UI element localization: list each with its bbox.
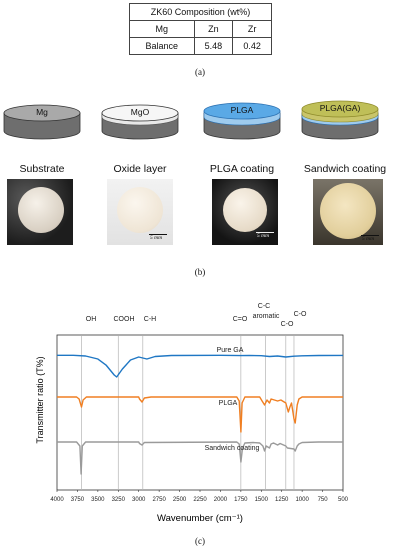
series-label: PLGA <box>219 400 238 407</box>
x-tick-label: 2250 <box>193 497 207 503</box>
reference-lines <box>81 336 295 490</box>
series-line-2 <box>57 441 343 475</box>
disk-label-plga: PLGA <box>230 105 254 115</box>
x-tick-label: 750 <box>318 497 329 503</box>
chart-axes <box>56 334 344 491</box>
series-line-0 <box>57 354 344 378</box>
x-tick-label: 3000 <box>132 497 146 503</box>
plga-disk <box>203 102 281 140</box>
mgo-disk <box>101 104 179 140</box>
peak-label: OH <box>86 316 97 323</box>
scale-label: 5 mm <box>257 233 270 239</box>
x-tick-label: 3750 <box>71 497 85 503</box>
series-label: Sandwich coating <box>205 445 260 452</box>
x-tick-label: 1000 <box>295 497 309 503</box>
x-tick-label: 2500 <box>173 497 187 503</box>
photo-title-sandwich: Sandwich coating <box>303 163 387 175</box>
x-tick-label: 3500 <box>91 497 105 503</box>
spectra <box>57 354 344 475</box>
disk-label-plga-ga: PLGA(GA) <box>319 103 361 113</box>
composition-table: ZK60 Composition (wt%) Mg Zn Zr Balance … <box>129 3 272 55</box>
mg-disk <box>3 104 81 140</box>
panel-b-label: (b) <box>194 267 206 277</box>
x-tick-label: 2000 <box>214 497 228 503</box>
peak-label: C-H <box>144 316 156 323</box>
disk-label-mgo: MgO <box>130 107 150 117</box>
series-line-1 <box>57 396 343 433</box>
peak-label: aromatic <box>253 313 280 320</box>
photo-title-substrate: Substrate <box>19 163 65 175</box>
substrate-photo <box>7 179 73 245</box>
x-tick-label: 1750 <box>234 497 248 503</box>
photo-title-oxide: Oxide layer <box>113 163 167 175</box>
x-tick-label: 1250 <box>275 497 289 503</box>
peak-label: C=O <box>233 316 248 323</box>
table-row: Balance 5.48 0.42 <box>129 37 272 55</box>
x-tick-label: 3250 <box>112 497 126 503</box>
photo-title-plga: PLGA coating <box>209 163 275 175</box>
table-cell: 5.48 <box>193 37 234 55</box>
peak-label: C-C <box>258 303 270 310</box>
panel-a-label: (a) <box>195 67 205 77</box>
panel-c-label: (c) <box>195 536 205 546</box>
x-tick-label: 4000 <box>50 497 64 503</box>
plot-frame <box>56 334 344 491</box>
scale-label: 5 mm <box>362 236 375 242</box>
peak-label: C-O <box>281 321 294 328</box>
x-tick-label: 1500 <box>255 497 269 503</box>
x-tick-label: 2750 <box>152 497 166 503</box>
oxide-photo: 5 mm <box>107 179 173 245</box>
y-axis-label: Transmitter ratio (T%) <box>35 356 45 443</box>
scale-label: 5 mm <box>150 235 163 241</box>
series-label: Pure GA <box>217 347 244 354</box>
peak-label: C-O <box>294 311 307 318</box>
table-header-row: Mg Zn Zr <box>129 20 272 38</box>
x-tick-labels: 4000 3750 3500 3250 3000 2750 2500 2250 2000 1750… <box>50 490 349 503</box>
sandwich-disk <box>301 100 379 140</box>
series-labels: Pure GA PLGA Sandwich coating <box>205 347 260 452</box>
peak-label: COOH <box>114 316 135 323</box>
disk-label-mg: Mg <box>36 107 48 117</box>
sandwich-photo: 5 mm <box>313 179 383 245</box>
disk-schematics <box>3 100 379 140</box>
plga-photo: 5 mm <box>212 179 278 245</box>
table-cell: 0.42 <box>232 37 272 55</box>
x-axis-label: Wavenumber (cm⁻¹) <box>157 513 243 524</box>
x-tick-label: 500 <box>338 497 349 503</box>
